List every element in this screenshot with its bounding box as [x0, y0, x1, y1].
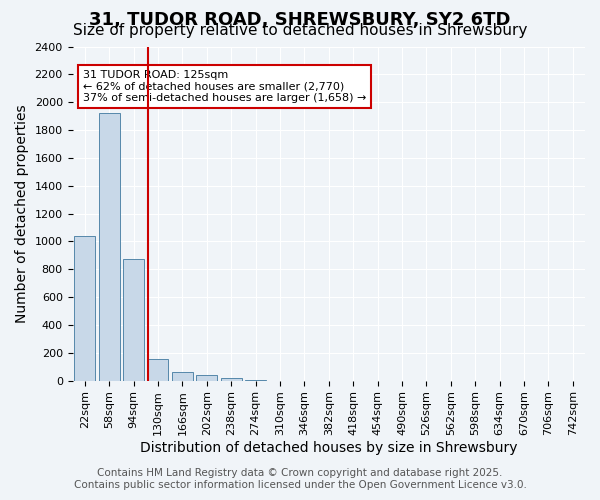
Bar — [196, 375, 217, 380]
Bar — [99, 114, 119, 380]
Y-axis label: Number of detached properties: Number of detached properties — [15, 104, 29, 323]
Bar — [123, 260, 144, 380]
Text: 31 TUDOR ROAD: 125sqm
← 62% of detached houses are smaller (2,770)
37% of semi-d: 31 TUDOR ROAD: 125sqm ← 62% of detached … — [83, 70, 366, 103]
X-axis label: Distribution of detached houses by size in Shrewsbury: Distribution of detached houses by size … — [140, 441, 518, 455]
Bar — [74, 236, 95, 380]
Bar — [148, 359, 169, 380]
Text: 31, TUDOR ROAD, SHREWSBURY, SY2 6TD: 31, TUDOR ROAD, SHREWSBURY, SY2 6TD — [89, 12, 511, 30]
Bar — [221, 378, 242, 380]
Bar — [172, 372, 193, 380]
Text: Contains HM Land Registry data © Crown copyright and database right 2025.
Contai: Contains HM Land Registry data © Crown c… — [74, 468, 526, 490]
Text: Size of property relative to detached houses in Shrewsbury: Size of property relative to detached ho… — [73, 22, 527, 38]
